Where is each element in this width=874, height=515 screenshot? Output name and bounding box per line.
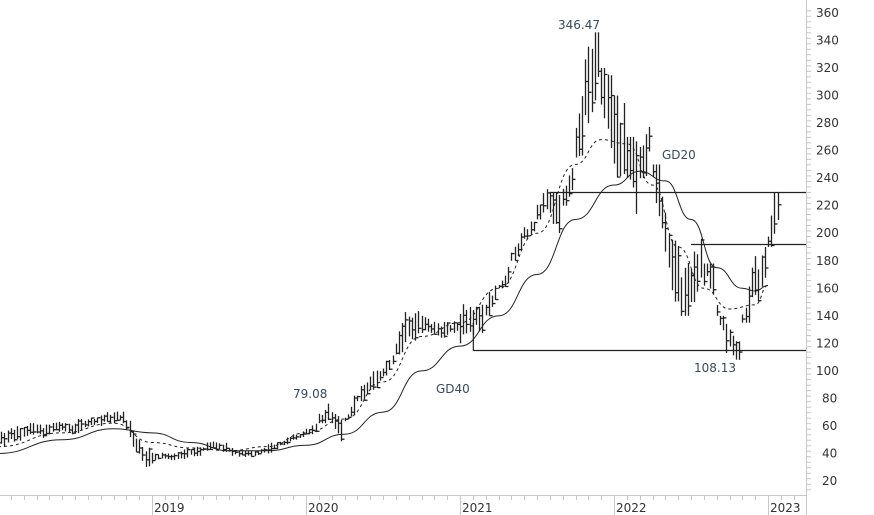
gd40-line — [0, 170, 769, 454]
gd20-line — [0, 139, 769, 452]
y-tick-label: 120 — [816, 336, 839, 350]
y-tick-label: 260 — [816, 144, 839, 158]
y-tick-label: 100 — [816, 364, 839, 378]
x-tick-label: 2022 — [616, 501, 647, 515]
y-tick-label: 80 — [822, 391, 837, 405]
y-axis-ticks: 20 40 60 80 100 120 140 160 180 200 220 240 260 280 30… — [807, 6, 839, 491]
label-gd20: GD20 — [662, 148, 696, 162]
x-tick-label: 2021 — [462, 501, 493, 515]
moving-averages — [0, 139, 769, 454]
y-tick-label: 60 — [822, 419, 837, 433]
y-tick-label: 320 — [816, 61, 839, 75]
price-bars — [0, 32, 782, 467]
y-tick-label: 20 — [822, 474, 837, 488]
y-tick-label: 300 — [816, 89, 839, 103]
y-tick-label: 360 — [816, 6, 839, 20]
y-tick-label: 140 — [816, 309, 839, 323]
y-tick-label: 340 — [816, 34, 839, 48]
x-tick-label: 2019 — [154, 501, 185, 515]
y-tick-label: 40 — [822, 446, 837, 460]
annotation-low-2022: 108.13 — [694, 361, 736, 375]
y-tick-label: 200 — [816, 226, 839, 240]
annotation-high-2020: 79.08 — [293, 387, 327, 401]
x-tick-label: 2020 — [308, 501, 339, 515]
x-tick-label: 2023 — [770, 501, 801, 515]
y-tick-label: 220 — [816, 199, 839, 213]
label-gd40: GD40 — [436, 382, 470, 396]
y-tick-label: 180 — [816, 254, 839, 268]
annotation-high-peak: 346.47 — [558, 18, 600, 32]
support-resistance-lines — [472, 191, 806, 352]
y-tick-label: 160 — [816, 281, 839, 295]
y-tick-label: 240 — [816, 171, 839, 185]
y-tick-label: 280 — [816, 116, 839, 130]
x-axis-ticks: 2019 2020 2021 2022 2023 — [11, 496, 801, 515]
